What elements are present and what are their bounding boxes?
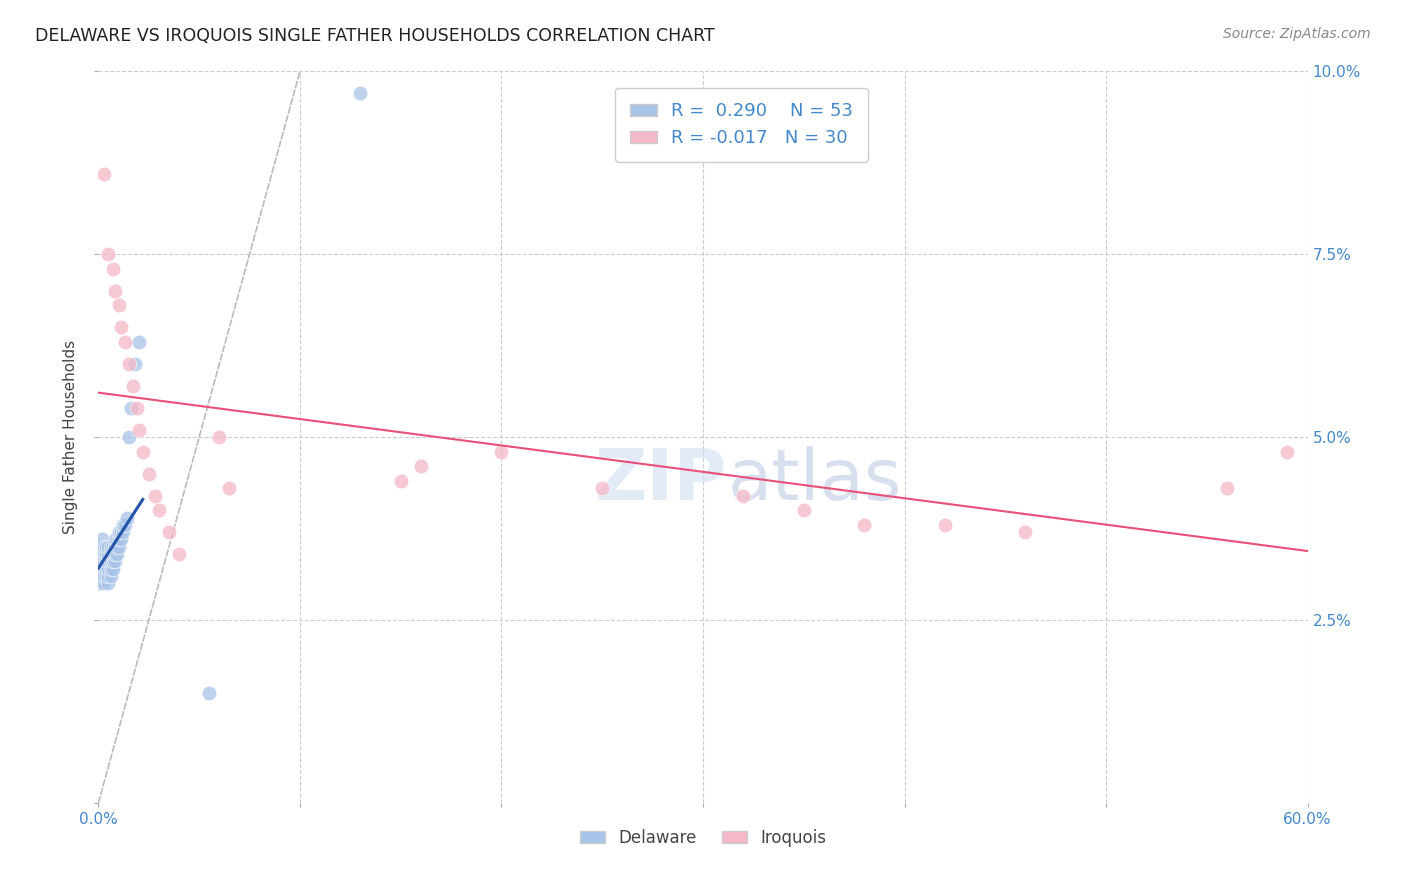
Point: [1014, 525, 1036, 540]
Point: [96, 562, 118, 576]
Point: [591, 481, 613, 495]
Point: [107, 298, 129, 312]
Point: [114, 334, 136, 349]
Point: [409, 459, 432, 474]
Point: [128, 334, 150, 349]
Point: [97, 562, 120, 576]
Point: [101, 540, 124, 554]
Point: [120, 401, 142, 415]
Point: [491, 444, 513, 458]
Point: [100, 547, 122, 561]
Point: [101, 562, 124, 576]
Point: [118, 430, 141, 444]
Point: [198, 686, 221, 700]
Point: [89, 554, 111, 568]
Point: [100, 540, 122, 554]
Point: [93, 569, 115, 583]
Point: [121, 379, 143, 393]
Point: [97, 547, 120, 561]
Point: [934, 517, 956, 532]
Point: [105, 547, 128, 561]
Point: [101, 547, 124, 561]
Point: [793, 503, 815, 517]
Point: [128, 423, 150, 437]
Point: [115, 510, 138, 524]
Point: [349, 87, 371, 101]
Point: [110, 533, 132, 547]
Text: atlas: atlas: [727, 447, 901, 516]
Point: [107, 533, 129, 547]
Point: [143, 489, 166, 503]
Point: [111, 517, 134, 532]
Point: [733, 489, 755, 503]
Point: [167, 547, 190, 561]
Point: [101, 554, 124, 568]
Point: [89, 540, 111, 554]
Point: [93, 540, 115, 554]
Point: [103, 533, 125, 547]
Point: [97, 540, 120, 554]
Point: [218, 481, 240, 495]
Point: [125, 401, 148, 415]
Point: [100, 554, 122, 568]
Point: [107, 525, 129, 540]
Point: [96, 569, 118, 583]
Y-axis label: Single Father Households: Single Father Households: [63, 340, 79, 534]
Text: ZIP: ZIP: [595, 447, 727, 516]
Point: [100, 569, 122, 583]
Point: [97, 569, 120, 583]
Point: [107, 540, 129, 554]
Point: [157, 525, 180, 540]
Point: [118, 357, 141, 371]
Point: [89, 576, 111, 591]
Point: [96, 554, 118, 568]
Point: [103, 284, 125, 298]
Point: [97, 247, 120, 261]
Point: [114, 517, 136, 532]
Point: [91, 562, 114, 576]
Point: [110, 525, 132, 540]
Point: [132, 444, 155, 458]
Legend: Delaware, Iroquois: Delaware, Iroquois: [567, 815, 839, 860]
Point: [853, 517, 876, 532]
Point: [124, 357, 146, 371]
Point: [111, 525, 134, 540]
Point: [91, 569, 114, 583]
Point: [93, 554, 115, 568]
Point: [103, 547, 125, 561]
Point: [138, 467, 160, 481]
Point: [96, 547, 118, 561]
Text: DELAWARE VS IROQUOIS SINGLE FATHER HOUSEHOLDS CORRELATION CHART: DELAWARE VS IROQUOIS SINGLE FATHER HOUSE…: [35, 27, 714, 45]
Point: [1277, 444, 1299, 458]
Point: [91, 547, 114, 561]
Point: [110, 320, 132, 334]
Point: [208, 430, 231, 444]
Point: [148, 503, 170, 517]
Point: [389, 474, 412, 488]
Point: [100, 562, 122, 576]
Point: [105, 540, 128, 554]
Point: [103, 554, 125, 568]
Point: [97, 576, 120, 591]
Point: [96, 540, 118, 554]
Point: [101, 261, 124, 276]
Point: [93, 167, 115, 181]
Point: [1216, 481, 1239, 495]
Point: [97, 554, 120, 568]
Point: [93, 576, 115, 591]
Point: [91, 533, 114, 547]
Point: [103, 540, 125, 554]
Text: Source: ZipAtlas.com: Source: ZipAtlas.com: [1223, 27, 1371, 41]
Point: [105, 533, 128, 547]
